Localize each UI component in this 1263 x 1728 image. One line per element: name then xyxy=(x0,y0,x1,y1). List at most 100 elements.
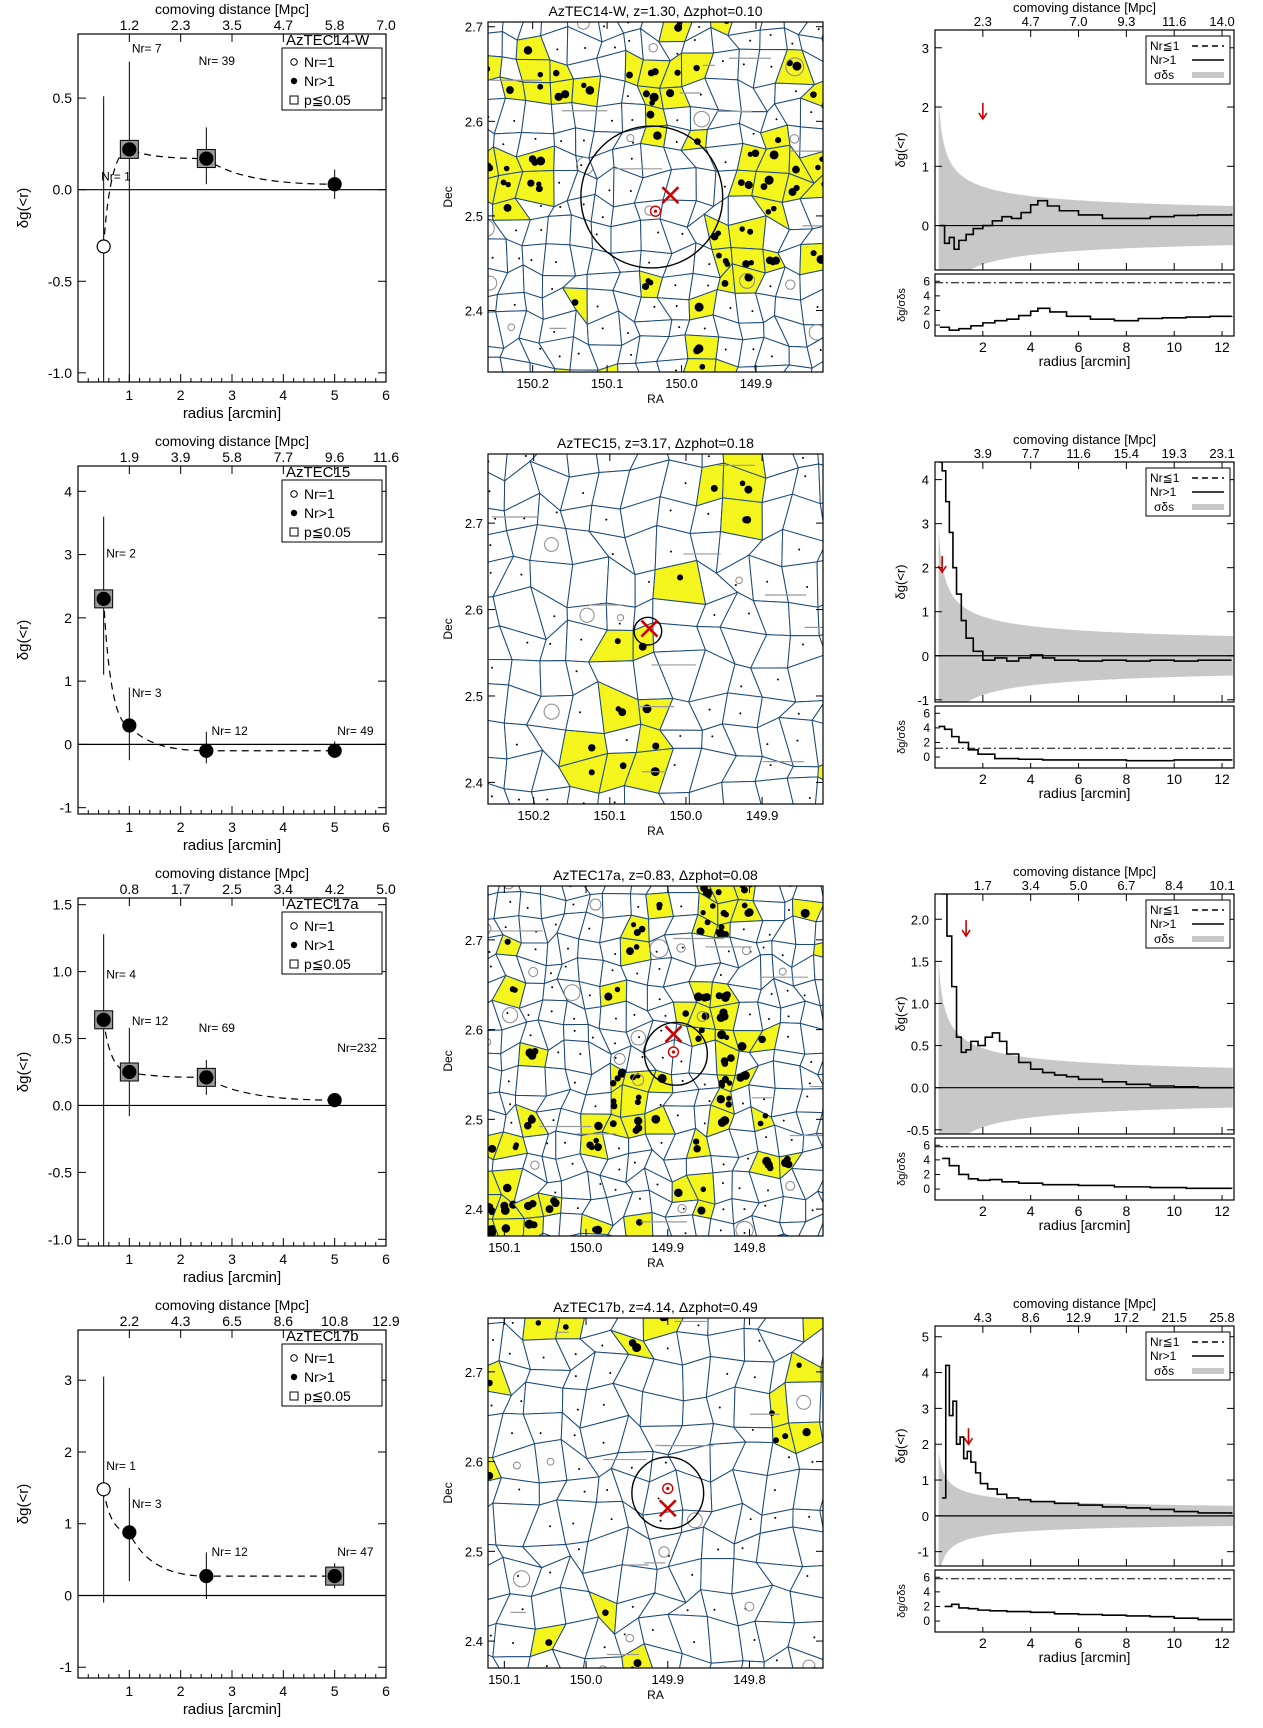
voronoi-cell xyxy=(623,1211,654,1236)
voronoi-cell xyxy=(789,1565,823,1599)
x-tick-label: 4 xyxy=(1027,771,1035,787)
voronoi-cell xyxy=(819,1381,823,1423)
galaxy-point xyxy=(681,1079,684,1082)
galaxy-point xyxy=(607,1699,609,1701)
galaxy-point xyxy=(743,1208,746,1211)
voronoi-cell xyxy=(691,1257,717,1284)
data-point xyxy=(327,1093,342,1108)
voronoi-cell xyxy=(859,79,884,99)
n-label: Nr= 39 xyxy=(199,54,236,68)
data-point xyxy=(199,1070,214,1085)
voronoi-cell xyxy=(814,1241,842,1267)
legend-square-marker xyxy=(289,1391,299,1401)
galaxy-point xyxy=(765,1136,768,1139)
x-tick-label: 1 xyxy=(125,1251,133,1267)
galaxy-dot xyxy=(479,159,485,165)
top-tick-label: 6.7 xyxy=(1117,878,1135,893)
galaxy-point xyxy=(867,800,869,802)
galaxy-point xyxy=(564,965,567,968)
top-tick-label: 2.3 xyxy=(974,14,992,29)
galaxy-point xyxy=(613,46,616,49)
galaxy-point xyxy=(621,828,623,830)
voronoi-cell xyxy=(820,1366,823,1383)
voronoi-cell xyxy=(822,363,823,372)
mask-contour xyxy=(507,323,516,332)
y-tick-label: -0.5 xyxy=(48,1164,72,1180)
legend-open-marker xyxy=(290,1354,298,1362)
galaxy-point xyxy=(689,1672,691,1674)
galaxy-dot xyxy=(648,70,655,77)
galaxy-point xyxy=(837,25,839,27)
galaxy-dot xyxy=(537,71,544,78)
galaxy-point xyxy=(841,137,843,139)
voronoi-cell xyxy=(773,1022,806,1055)
sub-y-tick-label: 0 xyxy=(923,1182,930,1196)
galaxy-dot xyxy=(697,1206,706,1215)
galaxy-point xyxy=(614,952,617,955)
voronoi-cell xyxy=(826,654,856,700)
top-tick-label: 14.0 xyxy=(1209,14,1234,29)
galaxy-dot xyxy=(488,1379,493,1387)
voronoi-cell xyxy=(488,238,509,274)
y-tick-label: 0.5 xyxy=(53,1031,73,1047)
top-tick-label: 4.3 xyxy=(171,1313,191,1329)
x-tick-label: 2 xyxy=(979,771,987,787)
voronoi-cell xyxy=(617,362,640,372)
x-tick-label: 6 xyxy=(382,387,390,403)
top-tick-label: 19.3 xyxy=(1162,446,1187,461)
data-point xyxy=(327,177,342,192)
galaxy-dot xyxy=(551,1198,560,1208)
galaxy-dot xyxy=(609,1079,617,1087)
galaxy-dot xyxy=(727,1054,735,1062)
legend-filled-marker xyxy=(290,941,298,949)
sub-y-tick-label: 2 xyxy=(923,1599,930,1613)
voronoi-cell xyxy=(733,1214,758,1236)
ra-tick-label: 149.9 xyxy=(740,376,773,391)
galaxy-point xyxy=(707,284,710,287)
mask-contour xyxy=(785,279,796,290)
galaxy-point xyxy=(856,1078,858,1080)
galaxy-dot xyxy=(744,909,753,917)
mask-contour xyxy=(731,1262,747,1278)
radius-arrowhead xyxy=(963,1437,974,1446)
galaxy-point xyxy=(804,475,807,478)
voronoi-cell xyxy=(787,601,820,637)
map-cells xyxy=(488,454,869,840)
galaxy-point xyxy=(680,905,683,908)
galaxy-point xyxy=(859,50,861,52)
x-tick-label: 8 xyxy=(1122,1635,1130,1651)
galaxy-point xyxy=(601,327,604,330)
galaxy-dot xyxy=(709,903,716,909)
y-tick-label: 5 xyxy=(922,1330,929,1345)
galaxy-dot xyxy=(796,1362,802,1368)
significance-curve xyxy=(942,1157,1233,1190)
galaxy-point xyxy=(518,838,520,840)
n-label: Nr= 69 xyxy=(199,1021,236,1035)
galaxy-point xyxy=(614,1188,617,1191)
y-tick-label: 3 xyxy=(922,41,929,56)
y-tick-label: 0.0 xyxy=(911,1081,929,1096)
data-point xyxy=(122,142,137,157)
galaxy-dot xyxy=(810,91,817,98)
galaxy-point xyxy=(482,1437,484,1439)
voronoi-cell xyxy=(571,102,598,133)
x-tick-label: 4 xyxy=(279,1251,287,1267)
y-tick-label: 2 xyxy=(922,561,929,576)
galaxy-point xyxy=(806,1095,809,1098)
voronoi-cell xyxy=(488,454,508,482)
voronoi-cell xyxy=(847,1446,892,1485)
sub-frame xyxy=(934,273,1235,337)
galaxy-point xyxy=(756,1726,758,1728)
galaxy-dot xyxy=(853,1220,860,1227)
voronoi-cell xyxy=(786,635,823,669)
dec-tick-label: 2.7 xyxy=(465,933,483,948)
galaxy-point xyxy=(703,327,706,330)
top-tick-label: 4.7 xyxy=(274,17,294,33)
y-axis-label: δg(<r) xyxy=(15,1484,32,1524)
mask-contour xyxy=(676,943,686,953)
legend-label: p≦0.05 xyxy=(304,92,351,108)
voronoi-cell xyxy=(821,37,823,45)
voronoi-cell xyxy=(733,1386,774,1429)
top-axis-label: comoving distance [Mpc] xyxy=(155,865,309,881)
galaxy-point xyxy=(744,401,746,403)
